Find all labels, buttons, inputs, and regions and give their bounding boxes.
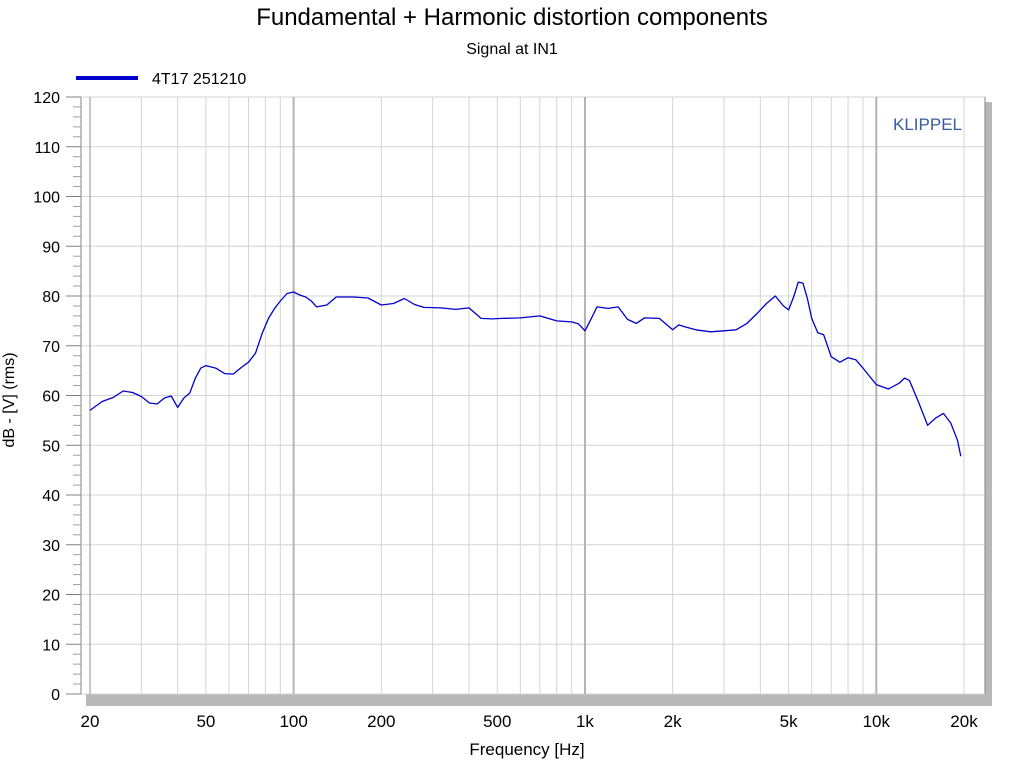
y-tick-label: 20	[42, 588, 60, 605]
x-tick-label: 1k	[576, 712, 594, 731]
series-line-0	[89, 281, 962, 457]
y-tick-label: 60	[42, 389, 60, 406]
x-tick-label: 500	[483, 712, 511, 731]
y-tick-label: 0	[51, 687, 60, 704]
chart-subtitle: Signal at IN1	[466, 41, 558, 58]
x-axis-label: Frequency [Hz]	[469, 740, 584, 759]
x-tick-label: 200	[367, 712, 395, 731]
x-tick-label: 50	[196, 712, 215, 731]
x-tick-label: 20k	[950, 712, 978, 731]
y-tick-label: 110	[34, 140, 60, 157]
y-tick-label: 50	[42, 438, 60, 455]
x-tick-label: 10k	[863, 712, 891, 731]
x-tick-label: 100	[279, 712, 307, 731]
y-tick-label: 100	[33, 190, 60, 207]
y-tick-label: 10	[42, 637, 60, 654]
chart-title: Fundamental + Harmonic distortion compon…	[256, 4, 768, 31]
x-tick-label: 20	[81, 712, 100, 731]
y-tick-label: 120	[33, 90, 60, 107]
y-tick-label: 30	[42, 538, 60, 555]
x-tick-label: 2k	[664, 712, 682, 731]
y-tick-label: 70	[42, 339, 60, 356]
x-tick-label: 5k	[780, 712, 798, 731]
series-layer	[89, 281, 962, 457]
x-tick-labels: 20 50 100 200 500 1k 2k 5k 10k 20k	[81, 712, 979, 731]
y-tick-label: 40	[42, 488, 60, 505]
y-tick-label: 80	[42, 289, 60, 306]
watermark-klippel: KLIPPEL	[893, 115, 962, 134]
y-tick-label: 90	[42, 239, 60, 256]
y-tick-labels: 0 10 20 30 40 50 60 70 80 90 100 110 120	[33, 90, 81, 704]
legend-entry-label: 4T17 251210	[152, 71, 246, 88]
grid	[81, 96, 985, 695]
y-axis-label: dB - [V] (rms)	[1, 352, 18, 447]
